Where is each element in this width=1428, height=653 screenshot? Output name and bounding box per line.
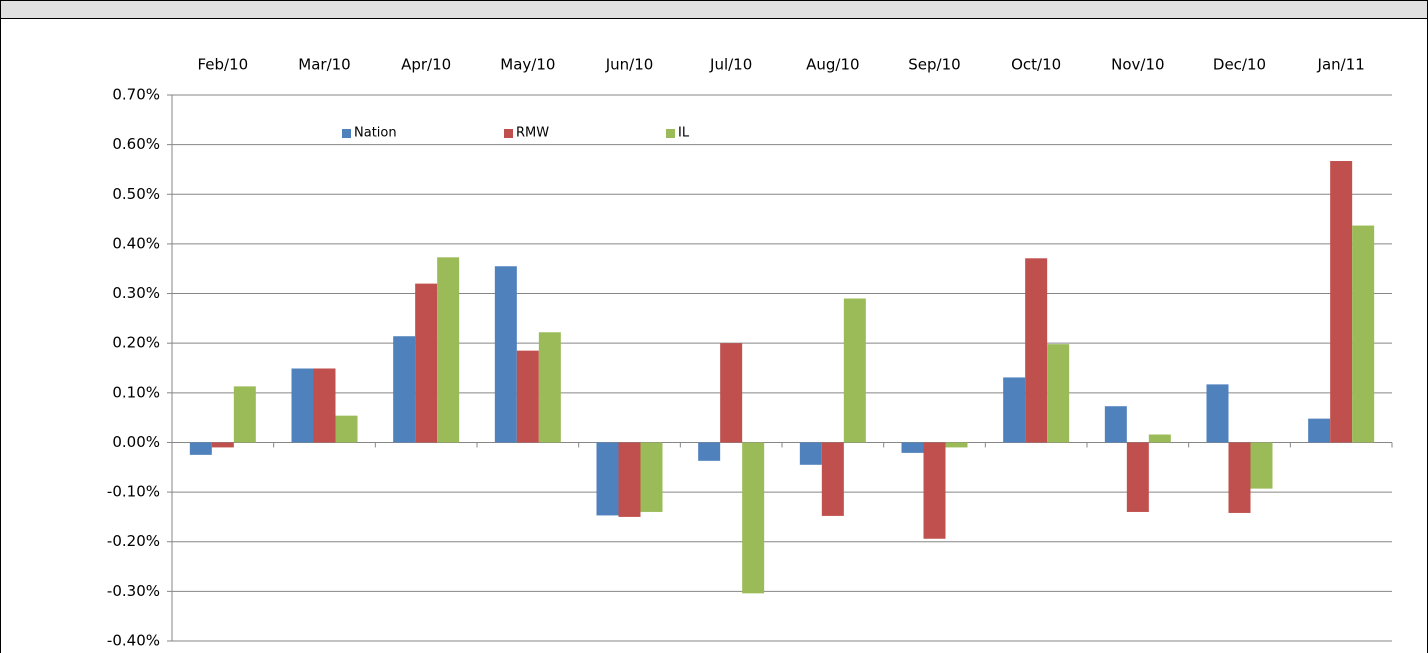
bar bbox=[538, 332, 561, 443]
y-tick-label: 0.60% bbox=[112, 135, 160, 153]
bar bbox=[1330, 161, 1353, 443]
header-bar bbox=[0, 0, 1428, 19]
y-tick-label: 0.30% bbox=[112, 284, 160, 302]
bar bbox=[901, 442, 924, 453]
bar bbox=[945, 442, 968, 448]
bar bbox=[189, 442, 212, 455]
bar bbox=[291, 368, 314, 443]
y-tick-label: -0.20% bbox=[107, 532, 160, 550]
bar bbox=[1250, 442, 1273, 489]
bar bbox=[821, 442, 844, 516]
y-tick-label: 0.50% bbox=[112, 185, 160, 203]
y-tick-label: -0.10% bbox=[107, 483, 160, 501]
bar bbox=[1228, 442, 1251, 513]
bar bbox=[799, 442, 822, 465]
y-tick-label: 0.00% bbox=[112, 433, 160, 451]
bar bbox=[415, 283, 438, 443]
bar bbox=[335, 415, 358, 443]
bar bbox=[618, 442, 641, 517]
bar bbox=[1148, 434, 1171, 443]
bar bbox=[742, 442, 765, 594]
bar bbox=[313, 368, 336, 443]
x-tick-label: Apr/10 bbox=[401, 56, 451, 74]
legend-label: RMW bbox=[516, 126, 549, 141]
y-tick-label: -0.30% bbox=[107, 582, 160, 600]
x-tick-label: Mar/10 bbox=[298, 56, 350, 74]
bar bbox=[1025, 258, 1048, 443]
legend-swatch bbox=[666, 129, 675, 138]
y-tick-label: 0.10% bbox=[112, 383, 160, 401]
bar bbox=[516, 350, 539, 443]
bar bbox=[1126, 442, 1149, 512]
bar bbox=[437, 257, 460, 443]
bar bbox=[1352, 225, 1375, 443]
bar bbox=[720, 343, 743, 443]
x-tick-label: Jun/10 bbox=[605, 56, 654, 74]
bar bbox=[211, 442, 234, 448]
bar bbox=[923, 442, 946, 539]
bar bbox=[1047, 344, 1070, 443]
x-tick-label: Aug/10 bbox=[806, 56, 859, 74]
x-tick-label: May/10 bbox=[500, 56, 555, 74]
bar bbox=[596, 442, 619, 516]
y-tick-label: -0.40% bbox=[107, 632, 160, 650]
bar bbox=[1104, 406, 1127, 443]
x-tick-label: Oct/10 bbox=[1011, 56, 1061, 74]
bar bbox=[1003, 377, 1026, 443]
bar bbox=[1206, 384, 1229, 443]
bar bbox=[843, 298, 866, 443]
bar bbox=[1308, 418, 1331, 443]
y-tick-label: 0.70% bbox=[112, 86, 160, 104]
bar bbox=[393, 336, 416, 443]
legend-swatch bbox=[342, 129, 351, 138]
bar bbox=[494, 266, 517, 443]
legend-label: IL bbox=[678, 126, 690, 141]
x-tick-label: Jul/10 bbox=[709, 56, 752, 74]
bar bbox=[233, 386, 256, 443]
x-tick-label: Nov/10 bbox=[1111, 56, 1164, 74]
bar bbox=[640, 442, 663, 512]
bar bbox=[698, 442, 721, 461]
y-tick-label: 0.40% bbox=[112, 234, 160, 252]
y-tick-label: 0.20% bbox=[112, 334, 160, 352]
legend-swatch bbox=[504, 129, 513, 138]
x-tick-label: Feb/10 bbox=[197, 56, 248, 74]
legend-label: Nation bbox=[354, 126, 397, 141]
x-tick-label: Jan/11 bbox=[1317, 56, 1365, 74]
x-tick-label: Dec/10 bbox=[1213, 56, 1266, 74]
x-tick-label: Sep/10 bbox=[908, 56, 960, 74]
